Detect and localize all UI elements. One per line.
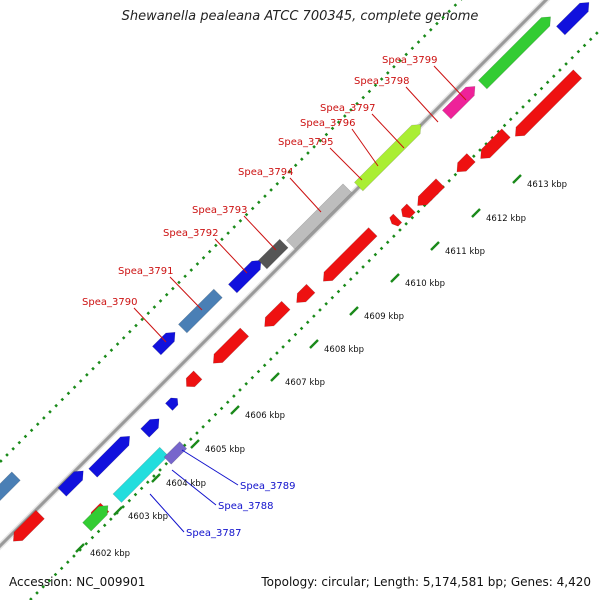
label-leader-line (405, 86, 439, 123)
reverse-gene (296, 283, 316, 303)
gene-label: Spea_3788 (218, 501, 273, 512)
gene-label: Spea_3799 (382, 55, 437, 66)
reverse-gene (322, 227, 378, 282)
gene-label: Spea_3789 (240, 481, 295, 492)
backbone-line (0, 0, 549, 549)
gray-gene (285, 183, 352, 250)
blue-gene (151, 331, 176, 356)
reverse-gene (417, 178, 445, 206)
gene-label: Spea_3792 (163, 228, 218, 239)
scale-tick-label: 4613 kbp (527, 180, 567, 190)
label-leader-line (181, 449, 239, 486)
reverse-gene (456, 153, 476, 173)
steelblue-gene (0, 471, 21, 502)
scale-tick-mark (151, 473, 161, 483)
blue-gene (57, 470, 84, 497)
label-leader-line (351, 128, 379, 167)
blue-gene (140, 418, 160, 438)
blue-gene (164, 397, 179, 411)
scale-tick-mark (349, 306, 359, 316)
gene-label: Spea_3795 (278, 137, 333, 148)
steelblue-gene (177, 288, 223, 334)
topology-text: Topology: circular; Length: 5,174,581 bp… (261, 575, 591, 589)
scale-tick-label: 4605 kbp (205, 445, 245, 455)
gene-labels: Spea_3790 Spea_3791 Spea_3792 Spea_3793 Spea… (82, 55, 437, 539)
gene-label: Spea_3793 (192, 205, 247, 216)
label-leader-line (214, 238, 248, 274)
scale-tick-label: 4612 kbp (486, 214, 526, 224)
reverse-gene (400, 203, 416, 219)
reverse-gene (185, 370, 203, 388)
scale-tick-label: 4611 kbp (445, 247, 485, 257)
magenta-gene (441, 86, 476, 120)
label-leader-line (149, 493, 185, 533)
genome-backbone (0, 0, 551, 551)
blue-gene (555, 2, 590, 36)
green-gene (477, 16, 551, 90)
scale-tick-mark (230, 405, 240, 415)
label-leader-line (169, 276, 203, 311)
blue-gene (88, 435, 131, 478)
inner-dotted-guide (29, 29, 600, 600)
gene-label: Spea_3798 (354, 76, 409, 87)
lime-gene (353, 124, 422, 192)
scale-tick-label: 4604 kbp (166, 479, 206, 489)
scale-tick-label: 4608 kbp (324, 345, 364, 355)
scale-tick-mark (190, 439, 200, 449)
label-leader-line (289, 177, 322, 213)
backbone-shadow (0, 0, 551, 551)
scale-tick-label: 4609 kbp (364, 312, 404, 322)
purple-gene (163, 441, 188, 465)
scale-tick-label: 4607 kbp (285, 378, 325, 388)
reverse-gene (514, 69, 583, 137)
scale-tick-mark (309, 339, 319, 349)
label-leaders (133, 65, 467, 533)
label-leader-line (371, 113, 405, 149)
outer-dotted-guide (0, 0, 463, 463)
blue-gene (227, 260, 262, 294)
gene-label: Spea_3787 (186, 528, 241, 539)
map-title: Shewanella pealeana ATCC 700345, complet… (121, 9, 479, 24)
scale-tick-mark (512, 174, 522, 184)
scale-ticks: 4602 kbp 4603 kbp 4604 kbp 4605 kbp 4606 kbp… (75, 174, 567, 559)
gene-features (0, 2, 590, 542)
reverse-gene (212, 327, 250, 364)
label-leader-line (329, 147, 363, 181)
scale-tick-mark (75, 543, 85, 553)
scale-tick-mark (430, 241, 440, 251)
gene-label: Spea_3790 (82, 297, 137, 308)
scale-tick-mark (471, 208, 481, 218)
reverse-gene (389, 213, 403, 227)
green-gene (82, 505, 109, 532)
gene-label: Spea_3797 (320, 103, 375, 114)
scale-tick-mark (270, 372, 280, 382)
scale-tick-label: 4606 kbp (245, 411, 285, 421)
reverse-gene (12, 509, 45, 542)
gene-label: Spea_3796 (300, 118, 355, 129)
scale-tick-label: 4610 kbp (405, 279, 445, 289)
gene-label: Spea_3794 (238, 167, 293, 178)
reverse-gene (264, 300, 291, 327)
label-leader-line (433, 65, 467, 101)
gene-label: Spea_3791 (118, 266, 173, 277)
label-leader-line (133, 307, 167, 343)
scale-tick-label: 4602 kbp (90, 549, 130, 559)
reverse-gene (480, 128, 511, 159)
scale-tick-mark (113, 506, 123, 516)
label-leader-line (243, 215, 277, 251)
label-leader-line (171, 469, 217, 506)
accession-text: Accession: NC_009901 (9, 575, 146, 589)
scale-tick-label: 4603 kbp (128, 512, 168, 522)
scale-tick-mark (390, 273, 400, 283)
